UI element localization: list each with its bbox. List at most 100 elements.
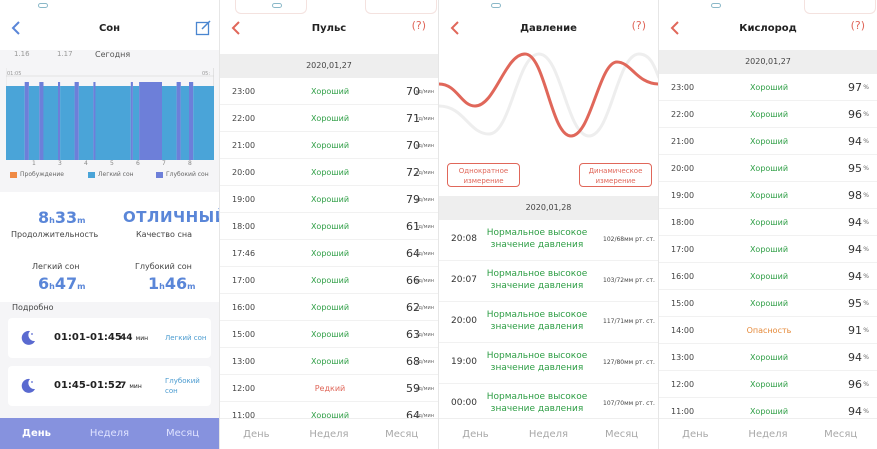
tab-week[interactable]: Неделя [528,429,569,440]
list-item[interactable]: 12:00 Редкий 59 уд/мин [220,375,438,402]
list-item[interactable]: 19:00 Хороший 98% [659,182,877,209]
tab-day[interactable]: День [682,429,709,440]
pressure-wave-graphic [439,52,658,138]
row-unit: % [863,381,869,388]
back-arrow-icon[interactable] [230,20,242,36]
back-arrow-icon[interactable] [669,20,681,36]
sleep-segment-deep [93,82,96,160]
tab-day[interactable]: День [22,428,51,439]
help-icon[interactable]: (?) [850,19,865,32]
row-value: 72 [406,166,420,179]
sleep-segment-light [162,86,177,160]
row-status: Хороший [310,249,350,258]
sleep-segment-light [28,86,40,160]
list-item[interactable]: 12:00 Хороший 96% [659,371,877,398]
list-item[interactable]: 20:00 Нормальное высокое значение давлени… [439,302,658,343]
row-unit: уд/мин [415,116,434,122]
sleep-detail-card[interactable]: 01:01-01:45 44 мин Легкий сон [8,318,211,358]
list-item[interactable]: 16:00 Хороший 62 уд/мин [220,294,438,321]
legend-deep: Глубокий сон [156,171,209,178]
row-time: 12:00 [671,380,695,389]
list-item[interactable]: 17:00 Хороший 94% [659,236,877,263]
row-status: Хороший [749,83,789,92]
tab-week[interactable]: Неделя [748,429,788,440]
sleep-detail-card[interactable]: 01:45-01:52 7 мин Глубокий сон [8,366,211,406]
back-arrow-icon[interactable] [449,20,461,36]
list-item[interactable]: 17:46 Хороший 64 уд/мин [220,240,438,267]
sleep-segment-deep [24,82,29,160]
help-icon[interactable]: (?) [411,19,426,32]
row-status: Хороший [310,303,350,312]
row-unit: % [863,354,869,361]
dynamic-measure-button[interactable]: Динамическое измерение [579,163,652,187]
tab-day[interactable]: День [462,429,489,440]
row-unit: уд/мин [415,359,434,365]
list-item[interactable]: 18:00 Хороший 94% [659,209,877,236]
status-dot-icon [711,3,721,8]
edit-icon[interactable] [195,20,211,36]
row-status: Нормальное высокое значение давления [486,310,588,332]
list-item[interactable]: 22:00 Хороший 96% [659,101,877,128]
list-item[interactable]: 21:00 Хороший 94% [659,128,877,155]
list-item[interactable]: 15:00 Хороший 63 уд/мин [220,321,438,348]
list-item[interactable]: 21:00 Хороший 70 уд/мин [220,132,438,159]
date-prev-1[interactable]: 1.17 [57,50,73,58]
date-today[interactable]: Сегодня [95,50,131,59]
list-item[interactable]: 22:00 Хороший 71 уд/мин [220,105,438,132]
date-prev-2[interactable]: 1.16 [14,50,30,58]
chart-legend: Пробуждение Легкий сон Глубокий сон [8,171,211,183]
list-item[interactable]: 13:00 Хороший 68 уд/мин [220,348,438,375]
row-unit: уд/мин [415,251,434,257]
row-status: Хороший [749,299,789,308]
list-item[interactable]: 14:00 Опасность 91% [659,317,877,344]
row-value: 95 [848,162,862,175]
list-item[interactable]: 19:00 Хороший 79 уд/мин [220,186,438,213]
list-item[interactable]: 20:00 Хороший 72 уд/мин [220,159,438,186]
period-tabbar: День Неделя Месяц [0,418,219,449]
list-item[interactable]: 19:00 Нормальное высокое значение давлени… [439,343,658,384]
tab-month[interactable]: Месяц [604,429,639,440]
sleep-segment-deep [130,82,133,160]
tab-week[interactable]: Неделя [309,429,349,440]
row-time: 21:00 [671,137,695,146]
row-value: 94 [848,216,862,229]
row-value: 64 [406,247,420,260]
list-item[interactable]: 17:00 Хороший 66 уд/мин [220,267,438,294]
list-item[interactable]: 18:00 Хороший 61 уд/мин [220,213,438,240]
list-item[interactable]: 20:07 Нормальное высокое значение давлени… [439,261,658,302]
row-status: Хороший [310,357,350,366]
tab-month[interactable]: Месяц [385,429,419,440]
tab-week[interactable]: Неделя [89,428,130,439]
row-time: 19:00 [451,357,477,367]
row-status: Редкий [314,384,346,393]
list-item[interactable]: 13:00 Хороший 94% [659,344,877,371]
sleep-segment-deep [189,82,194,160]
list-item[interactable]: 20:08 Нормальное высокое значение давлени… [439,220,658,261]
sleep-segment-deep [39,82,44,160]
row-value: 61 [406,220,420,233]
chart-x-ticks: 1 3 4 5 6 7 8 [6,160,214,170]
row-value: 117/71мм рт. ст. [603,318,655,325]
row-time: 20:00 [671,164,695,173]
row-time: 17:46 [232,249,256,258]
list-item[interactable]: 15:00 Хороший 95% [659,290,877,317]
row-time: 12:00 [232,384,256,393]
tab-month[interactable]: Месяц [165,428,200,439]
help-icon[interactable]: (?) [631,19,646,32]
tab-month[interactable]: Месяц [824,429,858,440]
chart-x-tick: 1 [32,160,36,167]
list-item[interactable]: 16:00 Хороший 94% [659,263,877,290]
list-item[interactable]: 23:00 Хороший 97% [659,74,877,101]
back-arrow-icon[interactable] [10,20,22,36]
row-unit: уд/мин [415,89,434,95]
date-header: 2020,01,27 [659,50,877,74]
chart-ytick-left: 01:05 [7,71,21,77]
row-status: Хороший [310,87,350,96]
sleep-chart: 01:05 05: [6,68,214,160]
tab-day[interactable]: День [243,429,270,440]
row-time: 18:00 [232,222,256,231]
list-item[interactable]: 23:00 Хороший 70 уд/мин [220,78,438,105]
list-item[interactable]: 20:00 Хороший 95% [659,155,877,182]
single-measure-button[interactable]: Однократное измерение [447,163,520,187]
